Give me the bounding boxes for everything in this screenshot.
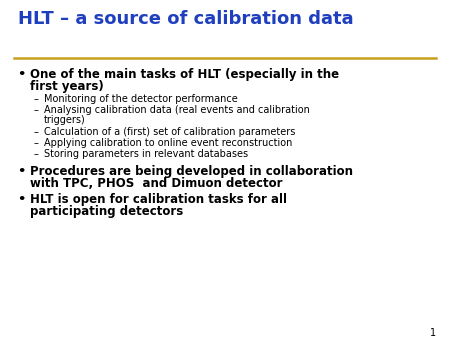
- Text: One of the main tasks of HLT (especially in the: One of the main tasks of HLT (especially…: [30, 68, 339, 81]
- Text: Analysing calibration data (real events and calibration: Analysing calibration data (real events …: [44, 105, 310, 115]
- Text: triggers): triggers): [44, 115, 86, 125]
- Text: –: –: [34, 105, 39, 115]
- Text: 1: 1: [430, 328, 436, 338]
- Text: •: •: [17, 68, 25, 81]
- Text: HLT – a source of calibration data: HLT – a source of calibration data: [18, 10, 354, 28]
- Text: Procedures are being developed in collaboration: Procedures are being developed in collab…: [30, 165, 353, 178]
- Text: •: •: [17, 193, 25, 206]
- Text: –: –: [34, 149, 39, 159]
- Text: Monitoring of the detector performance: Monitoring of the detector performance: [44, 94, 238, 104]
- Text: –: –: [34, 127, 39, 137]
- Text: –: –: [34, 138, 39, 148]
- Text: Calculation of a (first) set of calibration parameters: Calculation of a (first) set of calibrat…: [44, 127, 295, 137]
- Text: –: –: [34, 94, 39, 104]
- Text: Storing parameters in relevant databases: Storing parameters in relevant databases: [44, 149, 248, 159]
- Text: Applying calibration to online event reconstruction: Applying calibration to online event rec…: [44, 138, 293, 148]
- Text: •: •: [17, 165, 25, 178]
- Text: with TPC, PHOS  and Dimuon detector: with TPC, PHOS and Dimuon detector: [30, 177, 283, 190]
- Text: first years): first years): [30, 80, 104, 93]
- Text: HLT is open for calibration tasks for all: HLT is open for calibration tasks for al…: [30, 193, 287, 206]
- Text: participating detectors: participating detectors: [30, 205, 183, 218]
